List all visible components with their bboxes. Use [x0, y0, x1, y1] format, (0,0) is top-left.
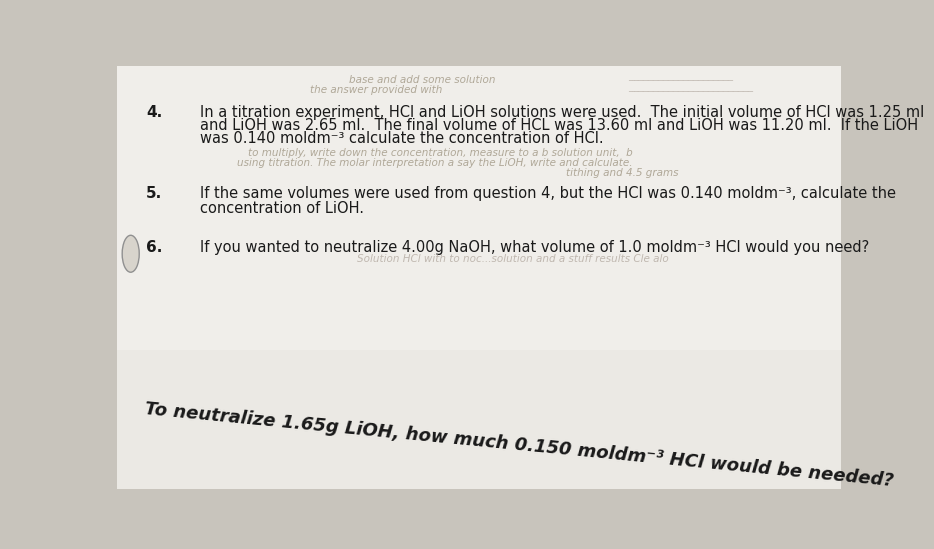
Ellipse shape: [122, 236, 139, 272]
Text: tithing and 4.5 grams: tithing and 4.5 grams: [566, 169, 679, 178]
Text: the answer provided with: the answer provided with: [310, 85, 443, 95]
Text: In a titration experiment, HCl and LiOH solutions were used.  The initial volume: In a titration experiment, HCl and LiOH …: [201, 105, 925, 120]
Text: If you wanted to neutralize 4.00g NaOH, what volume of 1.0 moldm⁻³ HCl would you: If you wanted to neutralize 4.00g NaOH, …: [201, 240, 870, 255]
Text: 5.: 5.: [147, 186, 163, 201]
Text: 4.: 4.: [147, 105, 163, 120]
Text: concentration of LiOH.: concentration of LiOH.: [201, 200, 364, 216]
Text: ─────────────────────────: ─────────────────────────: [629, 87, 753, 96]
Text: was 0.140 moldm⁻³ calculate the concentration of HCl.: was 0.140 moldm⁻³ calculate the concentr…: [201, 131, 604, 147]
Text: using titration. The molar interpretation a say the LiOH, write and calculate.: using titration. The molar interpretatio…: [237, 158, 632, 167]
Text: 6.: 6.: [147, 240, 163, 255]
Text: base and add some solution: base and add some solution: [349, 75, 496, 85]
Text: If the same volumes were used from question 4, but the HCl was 0.140 moldm⁻³, ca: If the same volumes were used from quest…: [201, 186, 897, 201]
Text: ─────────────────────: ─────────────────────: [629, 75, 733, 84]
Text: To neutralize 1.65g LiOH, how much 0.150 moldm⁻³ HCl would be needed?: To neutralize 1.65g LiOH, how much 0.150…: [145, 400, 895, 490]
Text: and LiOH was 2.65 ml.  The final volume of HCL was 13.60 ml and LiOH was 11.20 m: and LiOH was 2.65 ml. The final volume o…: [201, 118, 918, 133]
Text: to multiply, write down the concentration, measure to a b solution unit,  b: to multiply, write down the concentratio…: [248, 148, 633, 158]
Bar: [117, 350, 841, 489]
Text: Solution HCl with to noc...solution and a stuff results Cle alo: Solution HCl with to noc...solution and …: [357, 254, 669, 264]
